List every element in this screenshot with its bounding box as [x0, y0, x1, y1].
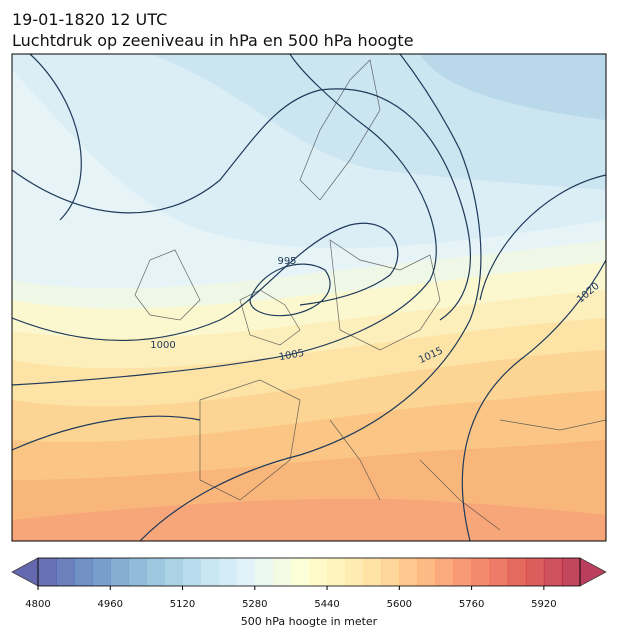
colorbar-tick-label: 5440 — [314, 599, 339, 610]
colorbar-bin — [74, 558, 93, 586]
contour-label: 1005 — [278, 348, 305, 363]
colorbar-extend — [11, 557, 39, 587]
colorbar-tick-label: 5120 — [170, 599, 195, 610]
map — [12, 54, 606, 541]
colorbar-bin — [164, 558, 184, 586]
colorbar-bin — [543, 558, 563, 586]
time-label: 19-01-1820 12 UTC — [12, 10, 167, 29]
colorbar-bin — [489, 558, 509, 586]
colorbar-bin — [507, 558, 527, 586]
contour-label: 1000 — [150, 340, 175, 351]
colorbar-tick-label: 5760 — [459, 599, 484, 610]
colorbar-bin — [399, 558, 418, 586]
colorbar-bin — [309, 558, 328, 586]
colorbar-extend — [579, 557, 607, 587]
colorbar-bin — [254, 558, 274, 586]
colorbar-bin — [200, 558, 220, 586]
colorbar-bin — [272, 558, 292, 586]
colorbar-bin — [290, 558, 310, 586]
colorbar-bin — [56, 558, 75, 586]
colorbar-bin — [417, 558, 436, 586]
colorbar-bin — [471, 558, 491, 586]
colorbar-bin — [327, 558, 346, 586]
colorbar-bin — [38, 558, 57, 586]
colorbar-bin — [92, 558, 111, 586]
colorbar-frame — [37, 557, 581, 587]
colorbar-bin — [561, 558, 581, 586]
colorbar-tick-label: 5600 — [387, 599, 412, 610]
colorbar-bin — [381, 558, 400, 586]
colorbar: 4800 4960 5120 5280 5440 5600 5760 5920 — [11, 557, 607, 610]
colorbar-tick-label: 5280 — [242, 599, 267, 610]
colorbar-tick-label: 5920 — [531, 599, 556, 610]
colorbar-tick-label: 4960 — [98, 599, 123, 610]
colorbar-bin — [128, 558, 147, 586]
colorbar-bin — [110, 558, 129, 586]
colorbar-bin — [525, 558, 545, 586]
colorbar-label: 500 hPa hoogte in meter — [241, 615, 378, 628]
colorbar-bin — [363, 558, 382, 586]
colorbar-bin — [182, 558, 202, 586]
contour-label: 995 — [277, 256, 296, 267]
colorbar-bin — [236, 558, 256, 586]
colorbar-bin — [435, 558, 455, 586]
colorbar-tick-label: 4800 — [25, 599, 50, 610]
colorbar-bin — [146, 558, 165, 586]
map-frame — [11, 53, 607, 542]
colorbar-bin — [218, 558, 238, 586]
title: Luchtdruk op zeeniveau in hPa en 500 hPa… — [12, 31, 414, 50]
colorbar-bin — [453, 558, 473, 586]
colorbar-bin — [345, 558, 364, 586]
